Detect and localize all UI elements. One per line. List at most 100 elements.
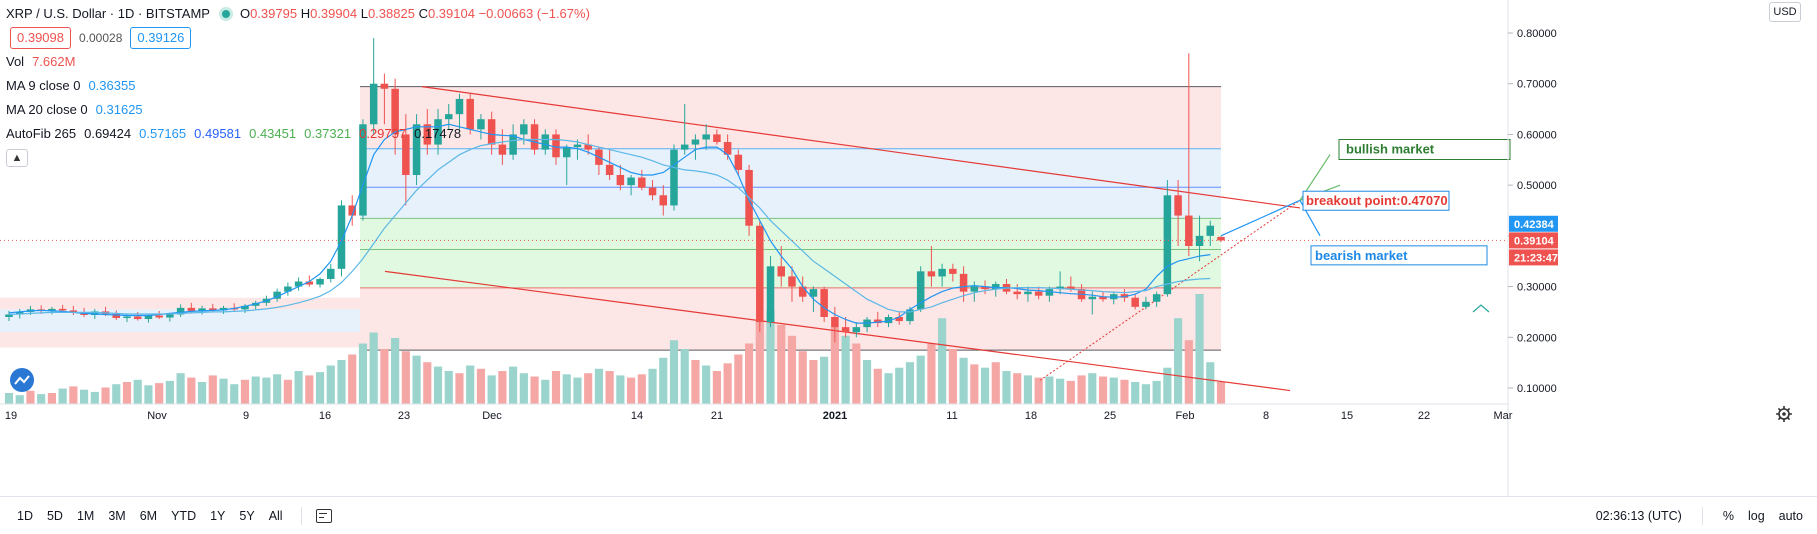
volume-bar (4, 393, 14, 404)
timeframe-ytd[interactable]: YTD (171, 508, 197, 523)
timeframe-1y[interactable]: 1Y (210, 508, 226, 523)
currency-badge[interactable]: USD (1769, 2, 1801, 22)
timeframe-1m[interactable]: 1M (76, 508, 95, 523)
autofib-value: 0.17478 (414, 126, 462, 141)
time-tick-label: 16 (319, 410, 331, 422)
breakout-label-box[interactable] (1302, 190, 1450, 211)
divider (300, 506, 302, 525)
volume-bar (1002, 371, 1011, 404)
candle-body (509, 134, 517, 155)
timeframe-6m[interactable]: 6M (139, 508, 158, 523)
autofib-value: 0.49581 (194, 126, 242, 141)
candle-body (1034, 291, 1043, 296)
timeframe-1d[interactable]: 1D (17, 508, 33, 523)
volume-bar (80, 389, 89, 404)
chart-legend: XRP / U.S. Dollar · 1D · BITSTAMP O0.397… (6, 2, 590, 170)
volume-bars (4, 294, 1226, 404)
candle-body (766, 266, 775, 323)
volume-bar (1184, 340, 1193, 404)
volume-bar (712, 371, 721, 404)
volume-bar (1120, 379, 1129, 404)
candle-body (573, 144, 582, 148)
fib-zone (0, 309, 360, 322)
timeframe-5y[interactable]: 5Y (239, 508, 255, 523)
symbol-title[interactable]: XRP / U.S. Dollar · 1D · BITSTAMP (6, 6, 210, 21)
candle-body (1120, 294, 1129, 298)
price-tick-label: 0.50000 (1517, 180, 1557, 192)
autofib-value: 0.37321 (304, 126, 352, 141)
candle-body (680, 144, 689, 150)
ohlc-close: C0.39104 (418, 6, 475, 21)
price-axis[interactable]: 0.800000.700000.600000.500000.400000.300… (1508, 28, 1557, 395)
price-tick-label: 0.60000 (1517, 129, 1557, 141)
candle-body (884, 316, 893, 324)
volume-bar (809, 360, 818, 404)
candle-body (906, 309, 914, 322)
volume-bar (1023, 375, 1033, 404)
timeframe-all[interactable]: All (268, 508, 283, 523)
volume-bar (26, 390, 35, 404)
indicator-ma20[interactable]: MA 20 close 0 0.31625 (6, 98, 590, 122)
volume-bar (294, 371, 303, 404)
buy-price-button[interactable]: 0.39126 (130, 27, 192, 49)
lower-trendline[interactable] (384, 270, 1291, 392)
calendar-range-icon[interactable] (315, 508, 332, 523)
utc-clock[interactable]: 02:36:13 (UTC) (1595, 508, 1682, 523)
ask-price-tag: 0.42384 (1514, 219, 1555, 231)
volume-bar (734, 354, 743, 404)
candle-body (369, 83, 378, 125)
upper-trendline[interactable] (421, 86, 1301, 209)
candle-body (584, 144, 592, 150)
volume-bar (1131, 382, 1140, 404)
bearish-label-box[interactable] (1310, 245, 1488, 266)
volume-bar (970, 364, 979, 404)
dotted-projection-line[interactable] (1039, 199, 1301, 381)
volume-bar (187, 377, 196, 404)
volume-bar (1034, 377, 1043, 404)
right-controls: 02:36:13 (UTC) % log auto (1596, 497, 1803, 534)
candle-body (713, 134, 721, 143)
indicator-volume[interactable]: Vol 7.662M (6, 50, 590, 74)
trend-lines (384, 86, 1301, 392)
price-change: −0.00663 (−1.67%) (478, 6, 590, 21)
bullish-label-box[interactable] (1338, 138, 1511, 160)
timeframe-5d[interactable]: 5D (46, 508, 63, 523)
timeframe-3m[interactable]: 3M (108, 508, 126, 523)
ma20-line (8, 138, 1211, 316)
bid-ask-row: 0.39098 0.00028 0.39126 (6, 26, 590, 50)
candle-body (809, 289, 818, 297)
candle-body (337, 205, 346, 269)
volume-bar (648, 368, 657, 404)
auto-toggle[interactable]: auto (1778, 508, 1803, 523)
volume-bar (337, 360, 346, 404)
fib-zone (0, 321, 360, 333)
indicator-value: 7.662M (32, 54, 76, 69)
candle-body (1131, 297, 1139, 307)
chevron-up-icon[interactable]: ▲ (6, 149, 28, 167)
volume-bar (927, 343, 936, 404)
volume-bar (1141, 384, 1150, 404)
fib-zone (360, 148, 1221, 188)
volume-bar (1163, 367, 1172, 404)
volume-bar (1098, 376, 1108, 404)
bullish-label: bullish market (1346, 141, 1435, 156)
volume-bar (240, 379, 250, 404)
log-toggle[interactable]: log (1747, 508, 1765, 523)
candle-body (927, 271, 936, 277)
projection-line[interactable] (1220, 199, 1301, 237)
time-tick-label: 15 (1341, 410, 1353, 422)
fib-zone (360, 187, 1221, 219)
scroll-up-arrow-icon[interactable] (1472, 304, 1490, 313)
indicator-autofib[interactable]: AutoFib 265 0.69424 0.57165 0.49581 0.43451… (6, 122, 590, 146)
annotations: bullish market breakout point:0.47070 bear… (1220, 138, 1511, 266)
fib-zone (360, 218, 1221, 250)
candle-body (466, 98, 474, 130)
chart-canvas[interactable]: bullish market breakout point:0.47070 bear… (0, 0, 1817, 496)
percent-toggle[interactable]: % (1722, 508, 1734, 523)
candle-body (69, 310, 78, 313)
time-axis[interactable]: 19 Nov 9 16 23 Dec 14 21 2021 11 18 25 Feb 8 15 22 Mar (5, 410, 1513, 422)
gear-icon[interactable] (1776, 406, 1792, 422)
volume-bar (165, 380, 174, 404)
sell-price-button[interactable]: 0.39098 (10, 27, 71, 49)
indicator-ma9[interactable]: MA 9 close 0 0.36355 (6, 74, 590, 98)
